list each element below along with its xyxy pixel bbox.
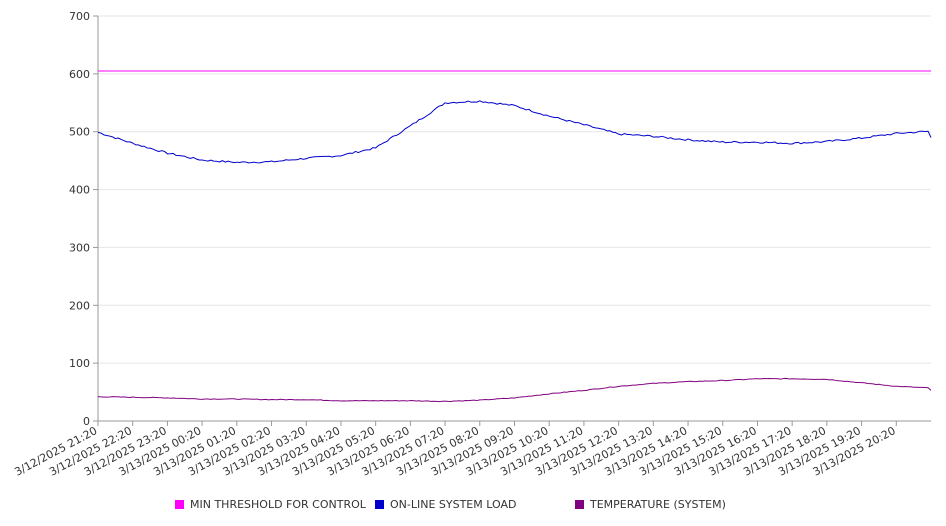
y-tick-labels: 0 100 200 300 400 500 600 700 — [69, 10, 90, 428]
legend-swatch-icon — [575, 500, 584, 509]
y-tick-label: 0 — [83, 415, 90, 428]
y-tick-label: 200 — [69, 299, 90, 312]
legend-label: TEMPERATURE (SYSTEM) — [590, 498, 726, 511]
y-tick-label: 500 — [69, 126, 90, 139]
legend-label: MIN THRESHOLD FOR CONTROL — [190, 498, 366, 511]
y-tick-label: 100 — [69, 357, 90, 370]
y-tick-label: 600 — [69, 68, 90, 81]
x-tick-labels: 3/12/2025 21:203/12/2025 22:203/12/2025 … — [12, 424, 897, 478]
gridlines — [98, 15, 931, 364]
series-line-1 — [97, 100, 932, 164]
y-tick-label: 700 — [69, 10, 90, 23]
series-line-2 — [97, 377, 932, 403]
legend-item-temperature[interactable]: TEMPERATURE (SYSTEM) — [575, 498, 726, 511]
y-tick-label: 400 — [69, 184, 90, 197]
legend-swatch-icon — [375, 500, 384, 509]
legend-item-min-threshold[interactable]: MIN THRESHOLD FOR CONTROL — [175, 498, 366, 511]
legend-item-system-load[interactable]: ON-LINE SYSTEM LOAD — [375, 498, 516, 511]
legend: MIN THRESHOLD FOR CONTROL ON-LINE SYSTEM… — [0, 498, 946, 514]
legend-label: ON-LINE SYSTEM LOAD — [390, 498, 517, 511]
series-lines — [97, 70, 932, 403]
y-tick-label: 300 — [69, 241, 90, 254]
axes — [93, 15, 931, 426]
legend-swatch-icon — [175, 500, 184, 509]
